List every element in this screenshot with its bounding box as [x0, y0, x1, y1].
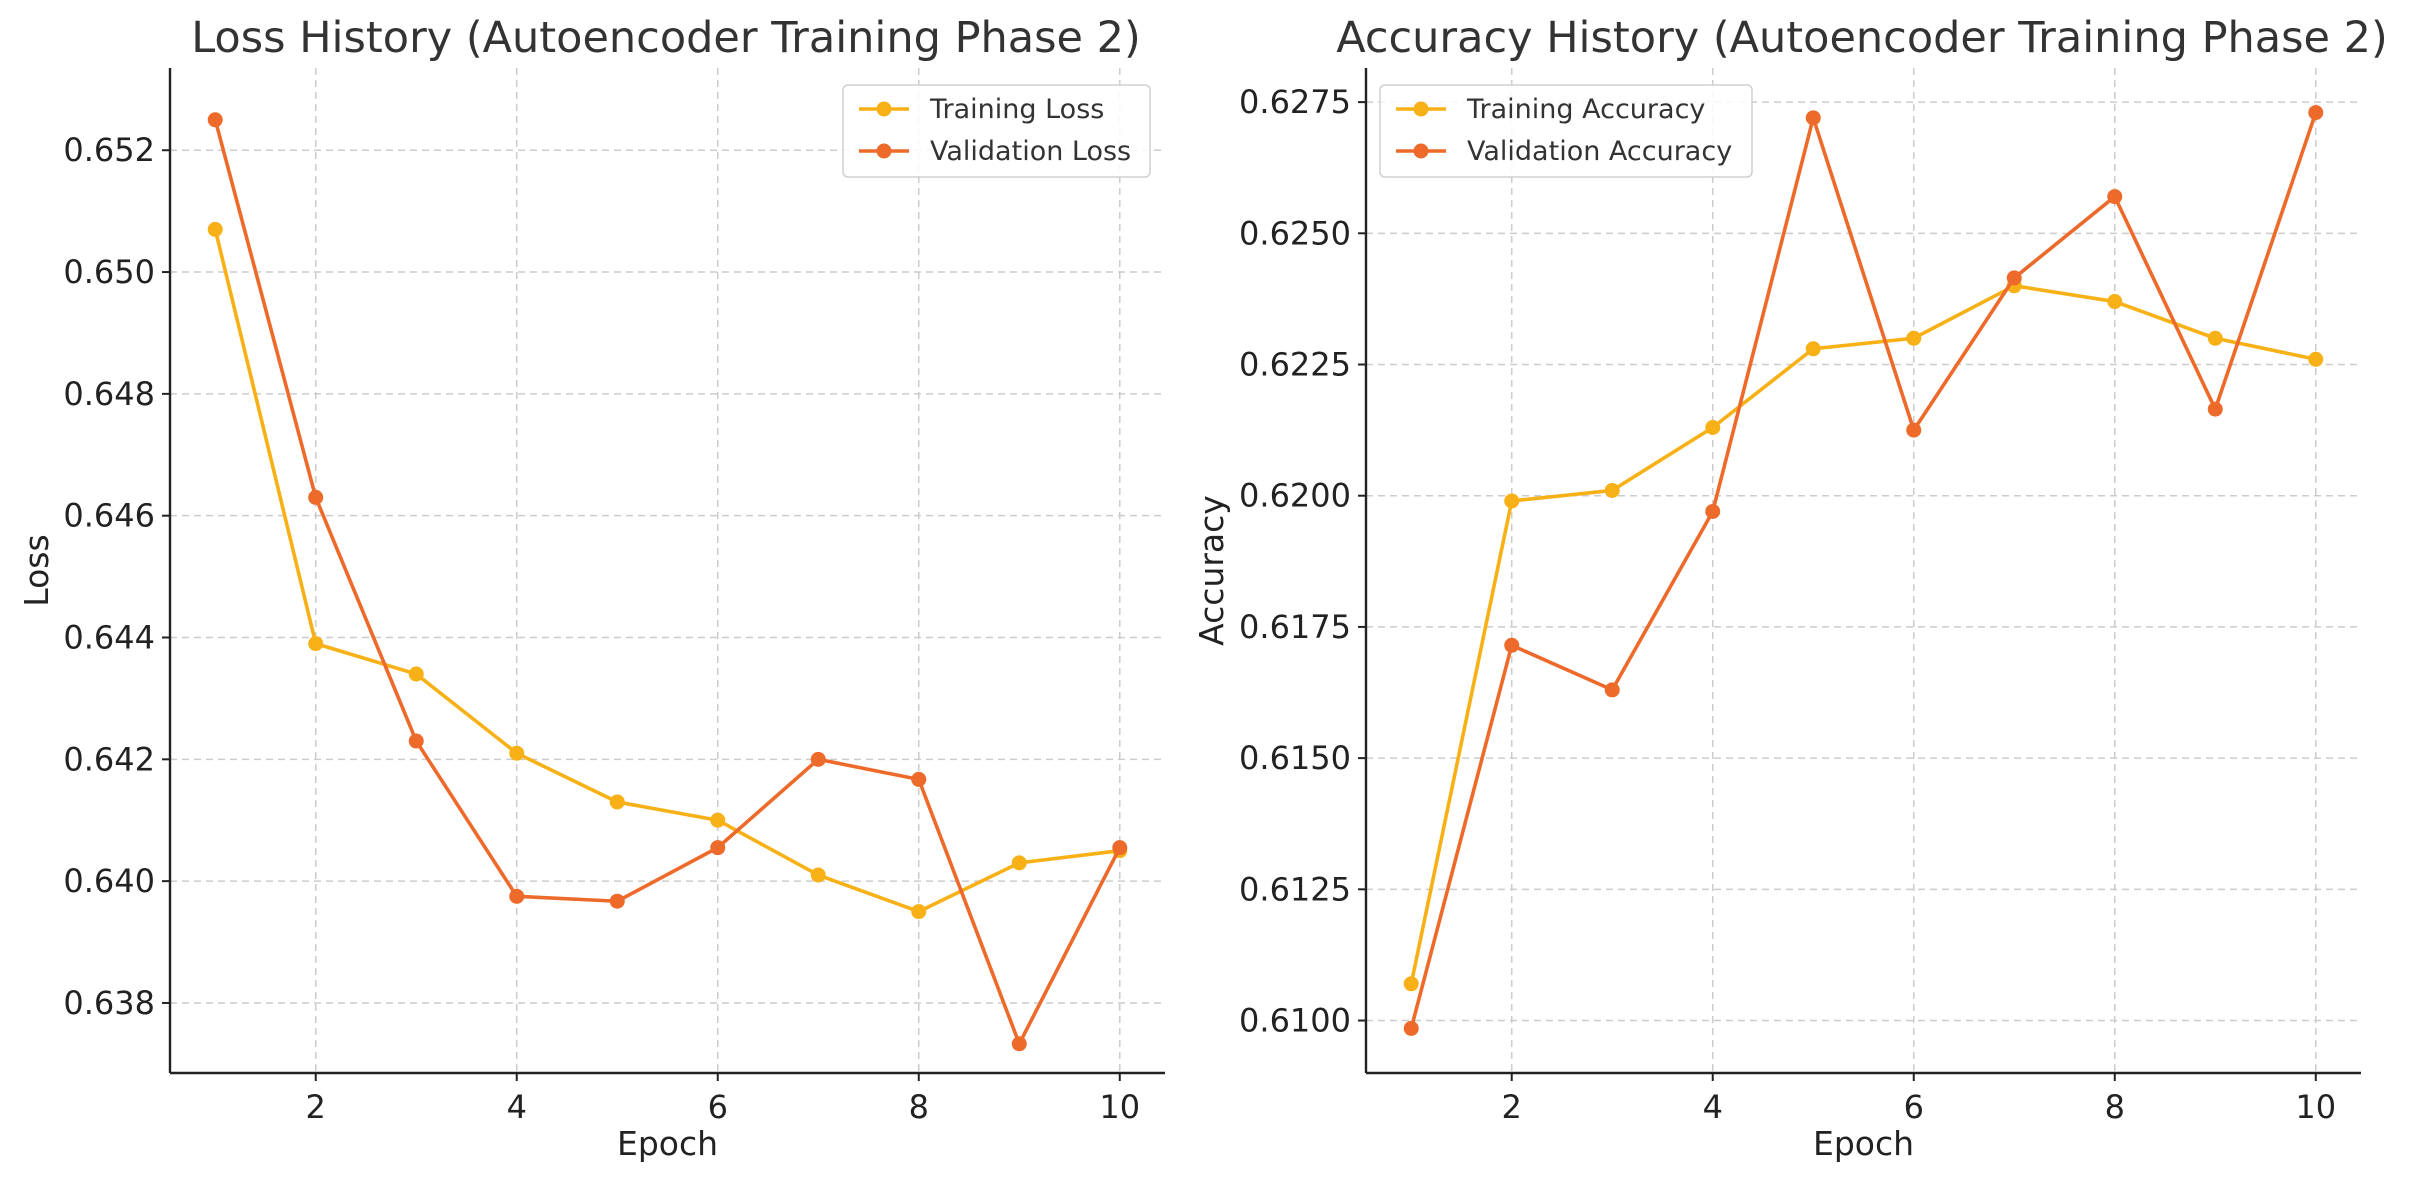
legend-box [1379, 84, 1753, 178]
chart-title: Loss History (Autoencoder Training Phase… [191, 13, 1141, 63]
legend-label: Validation Accuracy [1467, 136, 1732, 167]
data-point [710, 812, 726, 828]
x-tick-label: 2 [1502, 1088, 1522, 1126]
series-line-2 [213, 119, 1122, 1046]
x-tick-label: 6 [708, 1088, 728, 1126]
y-tick-label: 0.6275 [1239, 83, 1351, 121]
y-tick-label: 0.644 [63, 619, 155, 657]
legend: Training Loss Validation Loss [842, 84, 1151, 178]
data-point [2207, 401, 2223, 417]
data-point [308, 636, 324, 652]
data-point [1805, 341, 1821, 357]
chart-title: Accuracy History (Autoencoder Training P… [1336, 13, 2388, 63]
legend-swatch-marker [1413, 101, 1429, 117]
x-tick-label: 10 [1099, 1088, 1140, 1126]
y-tick-label: 0.6250 [1239, 214, 1351, 252]
data-point [207, 221, 223, 237]
data-point [1906, 330, 1922, 346]
x-tick-label: 4 [507, 1088, 527, 1126]
data-point [1403, 976, 1419, 992]
y-tick-label: 0.650 [63, 253, 155, 291]
data-point [1403, 1020, 1419, 1036]
y-tick-label: 0.6200 [1239, 477, 1351, 515]
data-point [810, 751, 826, 767]
data-point [509, 745, 525, 761]
legend-swatch-marker [1413, 143, 1429, 159]
y-axis-label: Loss [17, 534, 56, 606]
legend-swatch-marker [876, 143, 892, 159]
data-point [1906, 422, 1922, 438]
y-tick-label: 0.642 [63, 740, 155, 778]
chart-panel-1: 0.638 0.640 0.642 0.644 0.646 0.648 0.650 0.652… [17, 13, 1165, 1163]
y-tick-label: 0.6150 [1239, 739, 1351, 777]
data-point [408, 733, 424, 749]
legend-label: Training Loss [929, 94, 1104, 125]
y-tick-label: 0.6100 [1239, 1002, 1351, 1040]
data-point [1504, 493, 1520, 509]
data-point [1011, 1036, 1027, 1052]
data-point [2308, 351, 2324, 367]
x-axis-label: Epoch [1813, 1124, 1914, 1163]
data-point [1705, 419, 1721, 435]
legend: Training Accuracy Validation Accuracy [1379, 84, 1753, 178]
y-tick-label: 0.6125 [1239, 870, 1351, 908]
data-point [1604, 682, 1620, 698]
data-point [1504, 637, 1520, 653]
y-tick-label: 0.6175 [1239, 608, 1351, 646]
data-point [609, 794, 625, 810]
data-point [609, 893, 625, 909]
data-point [207, 112, 223, 128]
x-tick-label: 2 [306, 1088, 326, 1126]
chart-panel-2: 0.6100 0.6125 0.6150 0.6175 0.6200 0.6225 0.62… [1192, 13, 2388, 1163]
data-point [1805, 110, 1821, 126]
data-point [1011, 855, 1027, 871]
y-tick-label: 0.652 [63, 131, 155, 169]
series-line-1 [1409, 283, 2317, 985]
y-tick-label: 0.648 [63, 375, 155, 413]
x-tick-label: 4 [1703, 1088, 1723, 1126]
x-tick-label: 10 [2295, 1088, 2336, 1126]
y-axis-label: Accuracy [1192, 495, 1231, 646]
data-point [2006, 270, 2022, 286]
y-tick-label: 0.638 [63, 984, 155, 1022]
data-point [1705, 503, 1721, 519]
y-tick-label: 0.6225 [1239, 346, 1351, 384]
data-point [2207, 330, 2223, 346]
data-point [2308, 105, 2324, 121]
data-point [710, 840, 726, 856]
legend-box [842, 84, 1151, 178]
x-tick-label: 8 [2105, 1088, 2125, 1126]
data-point [509, 888, 525, 904]
data-point [2107, 294, 2123, 310]
x-axis-label: Epoch [617, 1124, 718, 1163]
legend-label: Validation Loss [930, 136, 1131, 167]
data-point [1112, 840, 1128, 856]
data-point [911, 904, 927, 920]
legend-label: Training Accuracy [1466, 94, 1705, 125]
data-point [810, 867, 826, 883]
x-tick-label: 8 [909, 1088, 929, 1126]
data-point [2107, 189, 2123, 205]
legend-swatch-marker [876, 101, 892, 117]
series-line-2 [1409, 112, 2318, 1029]
data-point [911, 771, 927, 787]
data-point [308, 489, 324, 505]
series-line-1 [213, 228, 1120, 914]
x-tick-label: 6 [1904, 1088, 1924, 1126]
data-point [408, 666, 424, 682]
data-point [1604, 482, 1620, 498]
y-tick-label: 0.646 [63, 497, 155, 535]
y-tick-label: 0.640 [63, 862, 155, 900]
